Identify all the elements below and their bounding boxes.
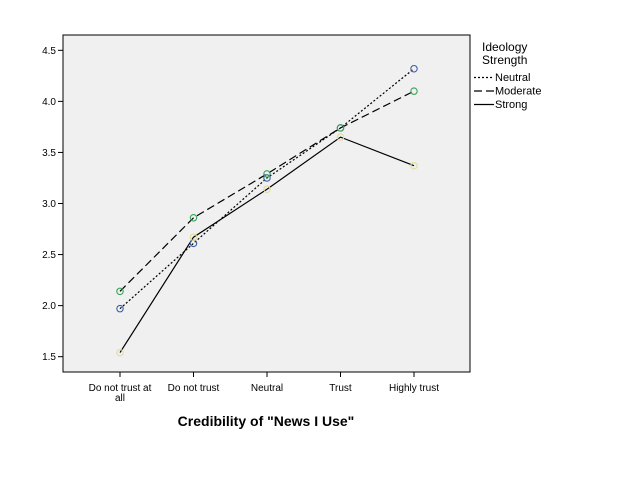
x-tick-label: Do not trust [168,383,220,394]
y-tick-label: 3.5 [42,148,56,159]
data-point-strong [116,348,124,357]
series-line-moderate [119,90,415,292]
legend-label-strong: Strong [495,99,527,111]
x-tick-label: Do not trust at [89,383,152,394]
data-point-neutral [263,174,271,182]
data-point-strong [336,133,345,141]
y-tick-label: 4.0 [42,97,56,108]
x-tick-label: Trust [329,383,352,394]
legend-title: Strength [482,53,527,67]
y-tick-label: 3.0 [42,199,56,210]
data-point-strong [189,233,198,241]
series-line-neutral [119,68,415,310]
data-point-moderate [189,214,198,222]
data-point-moderate [263,170,271,178]
data-point-strong [410,161,418,170]
x-tick-label: Neutral [251,383,283,394]
x-tick-label: Highly trust [389,383,439,394]
data-point-moderate [410,87,418,95]
x-axis-title: Credibility of "News I Use" [178,413,355,429]
data-point-moderate [336,124,345,132]
y-tick-label: 2.5 [42,250,56,261]
data-point-strong [263,185,271,193]
data-point-neutral [116,304,124,313]
y-tick-label: 2.0 [42,301,56,312]
series-markers [116,64,418,357]
y-tick-label: 1.5 [42,352,56,363]
legend-label-neutral: Neutral [495,72,530,84]
legend-title: Ideology [482,40,527,54]
y-tick-label: 4.5 [42,46,56,57]
data-point-neutral [410,64,418,73]
legend-label-moderate: Moderate [495,86,541,98]
data-point-moderate [116,287,124,296]
x-tick-label: all [115,393,125,404]
plot-area [62,34,471,373]
series-lines [119,68,415,353]
y-axis: 1.5 2.0 2.5 3.0 3.5 4.0 4.5 [42,46,63,363]
series-line-strong [119,136,415,353]
